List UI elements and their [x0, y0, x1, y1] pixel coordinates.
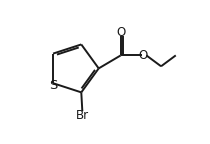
Text: Br: Br: [76, 109, 89, 122]
Text: O: O: [139, 49, 148, 62]
Text: O: O: [116, 26, 125, 39]
Text: S: S: [49, 79, 57, 92]
